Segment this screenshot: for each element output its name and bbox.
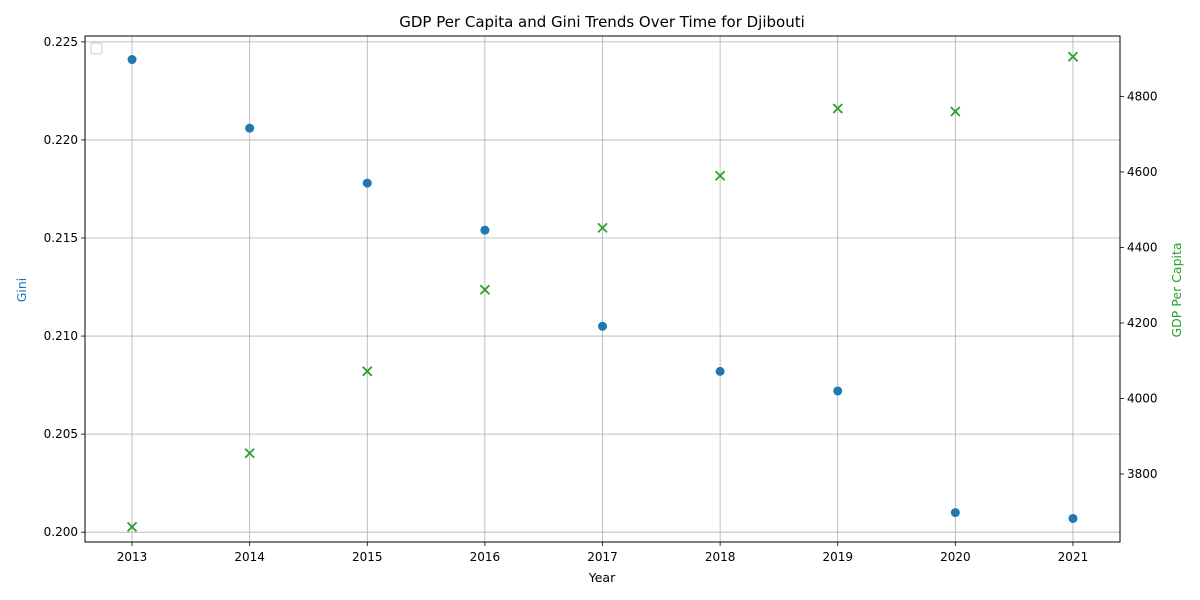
gdp-point <box>244 448 255 459</box>
x-tick-label: 2013 <box>117 550 148 564</box>
right-y-tick-label: 4000 <box>1127 392 1158 406</box>
left-y-tick-label: 0.215 <box>44 231 78 245</box>
gini-point <box>245 123 255 133</box>
gini-point <box>127 55 137 65</box>
x-tick-label: 2016 <box>470 550 501 564</box>
legend-box <box>90 42 103 55</box>
gdp-point <box>362 366 373 377</box>
gini-point <box>833 386 843 396</box>
right-y-tick-label: 4400 <box>1127 240 1158 254</box>
gini-point <box>715 366 725 376</box>
x-axis-label: Year <box>588 570 616 585</box>
gdp-point <box>479 284 491 295</box>
axes: 2013 2014 2015 2016 2017 2018 2019 2020 2021 0.20… <box>44 35 1158 564</box>
left-y-axis-label: Gini <box>14 278 29 303</box>
right-y-tick-label: 4200 <box>1127 316 1158 330</box>
grid <box>85 36 1120 542</box>
x-tick-label: 2017 <box>587 550 618 564</box>
chart-title: GDP Per Capita and Gini Trends Over Time… <box>399 13 805 31</box>
gini-point <box>598 321 607 331</box>
x-tick-label: 2015 <box>352 550 383 564</box>
plot-frame <box>84 35 1121 543</box>
data-marks <box>126 51 1079 533</box>
gdp-point <box>126 521 138 533</box>
gdp-point <box>1067 51 1079 62</box>
gdp-point <box>597 222 608 233</box>
left-y-tick-label: 0.210 <box>44 329 78 343</box>
gini-point <box>1068 513 1078 523</box>
gdp-point <box>950 106 961 117</box>
gini-point <box>950 508 960 518</box>
x-tick-label: 2021 <box>1058 550 1089 564</box>
left-y-tick-label: 0.220 <box>44 133 78 147</box>
gdp-point <box>714 170 726 181</box>
right-y-axis-label: GDP Per Capita <box>1169 242 1184 337</box>
left-y-tick-label: 0.225 <box>44 35 78 49</box>
x-tick-label: 2020 <box>940 550 971 564</box>
gini-point <box>480 225 490 235</box>
gdp-point <box>832 103 843 114</box>
x-tick-label: 2019 <box>822 550 853 564</box>
gini-point <box>362 178 372 188</box>
x-tick-label: 2018 <box>705 550 736 564</box>
right-y-tick-label: 3800 <box>1127 467 1158 481</box>
right-y-tick-label: 4600 <box>1127 165 1158 179</box>
right-y-tick-label: 4800 <box>1127 89 1158 103</box>
left-y-tick-label: 0.200 <box>44 525 78 539</box>
x-tick-label: 2014 <box>234 550 265 564</box>
left-y-tick-label: 0.205 <box>44 427 78 441</box>
